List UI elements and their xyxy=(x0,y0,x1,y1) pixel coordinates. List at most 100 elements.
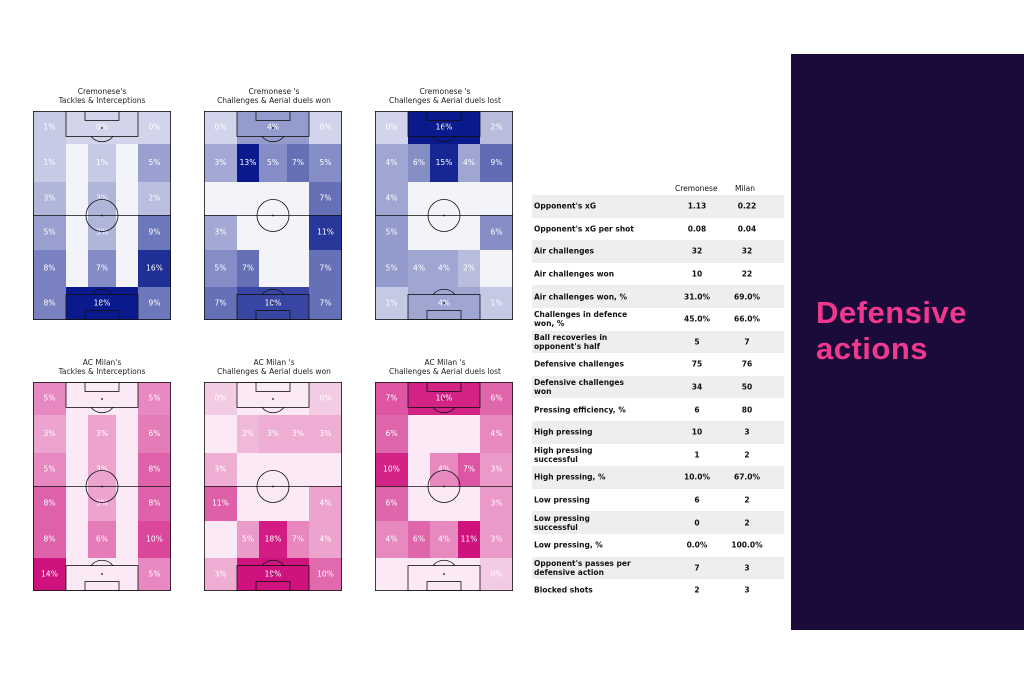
penalty-spot xyxy=(443,127,445,129)
stats-row-label: High pressing successful xyxy=(534,445,593,464)
stats-value-cremonese: 31.0% xyxy=(683,292,711,302)
heatmap-cell xyxy=(309,182,342,215)
heatmap-cell-label: 0% xyxy=(320,123,332,132)
heatmap-cell xyxy=(480,453,513,486)
center-spot xyxy=(272,214,274,217)
heatmap-cell-label: 14% xyxy=(41,570,58,579)
heatmap-cell-label: 4% xyxy=(386,535,398,544)
heatmap-cell xyxy=(138,287,171,320)
heatmap-cell-label: 7% xyxy=(320,264,332,273)
heatmap-cell xyxy=(480,558,513,591)
pitch-line xyxy=(432,136,456,143)
pitch-line xyxy=(85,470,119,503)
heatmap-cell-label: 6% xyxy=(491,394,503,403)
stats-value-milan: 66.0% xyxy=(733,314,761,324)
heatmap-cell xyxy=(138,558,171,591)
heatmap-cell xyxy=(138,144,171,182)
heatmap-cell xyxy=(309,521,342,558)
stats-value-cremonese: 1 xyxy=(694,450,700,460)
heatmap-cell-label: 3% xyxy=(215,465,227,474)
stats-row-label: Opponent's xG per shot xyxy=(534,224,634,234)
pitch-line xyxy=(261,288,285,295)
heatmap-cell xyxy=(309,111,342,144)
heatmap-cell xyxy=(204,144,237,182)
heatmap-cell xyxy=(138,453,171,486)
heatmap-cell xyxy=(375,453,408,486)
stats-row-label: Air challenges won xyxy=(534,269,615,279)
heatmap-cell xyxy=(480,382,513,415)
stats-value-milan: 2 xyxy=(744,518,750,528)
heatmap-cell xyxy=(33,415,66,453)
heatmap-cell-label: 3% xyxy=(44,429,56,438)
heatmap-cell xyxy=(375,182,408,215)
pitch-line xyxy=(426,310,462,321)
heatmap-pitch-cremonese-tackles: 1% 0% 0%1% 1% 5%3% 3% 2%5% 3% 9%8% 7% 16%8% 18% 9% xyxy=(33,111,171,321)
stats-row: High pressing successful 1 2 xyxy=(532,444,784,467)
stats-value-cremonese: 32 xyxy=(691,246,703,256)
pitch-title-milan-duels-won: AC Milan 's Challenges & Aerial duels won xyxy=(217,358,331,376)
heatmap-cell-label: 4% xyxy=(267,123,279,132)
pitch-line xyxy=(256,199,290,232)
stats-value-milan: 2 xyxy=(744,450,750,460)
heatmap-cell-label: 7% xyxy=(320,299,332,308)
heatmap-cell xyxy=(33,215,66,250)
heatmap-cell xyxy=(204,287,237,320)
heatmap-cell xyxy=(138,486,171,521)
heatmap-cell-label: 0% xyxy=(320,394,332,403)
heatmap-cell xyxy=(287,415,309,453)
heatmap-cell-label: 4% xyxy=(438,264,450,273)
pitch-line xyxy=(90,288,114,295)
heatmap-cell xyxy=(375,382,408,415)
heatmap-pitch-milan-duels-lost: 7% 10% 6% 6% 4% 10% 4% 7% 3% 6% 3% 4% 6% 4% 11% 3% 0% xyxy=(375,382,513,592)
heatmap-cell-label: 6% xyxy=(491,228,503,237)
pitch-line xyxy=(256,470,290,503)
stats-row: Low pressing successful 0 2 xyxy=(532,511,784,534)
pitch-line xyxy=(84,111,120,121)
stats-row: Low pressing 6 2 xyxy=(532,489,784,512)
heatmap-cell-label: 11% xyxy=(317,228,334,237)
stats-value-milan: 69.0% xyxy=(733,292,761,302)
heatmap-cell xyxy=(309,287,342,320)
pitch-line xyxy=(426,581,462,592)
heatmap-cell-label: 3% xyxy=(96,228,108,237)
heatmap-cell-label: 6% xyxy=(96,535,108,544)
heatmap-cell-label: 8% xyxy=(44,535,56,544)
pitch-line xyxy=(84,310,120,321)
stats-value-cremonese: 45.0% xyxy=(683,314,711,324)
stats-value-milan: 7 xyxy=(744,337,750,347)
pitch-line xyxy=(255,581,291,592)
heatmap-cell xyxy=(33,486,66,521)
heatmap-cell-label: 10% xyxy=(383,465,400,474)
pitch-line xyxy=(261,407,285,414)
stats-value-milan: 2 xyxy=(744,495,750,505)
heatmap-cell xyxy=(237,521,259,558)
heatmap-cell xyxy=(458,521,480,558)
heatmap-cell xyxy=(408,144,430,182)
stats-row-label: Low pressing, % xyxy=(534,540,603,550)
heatmap-cell-label: 6% xyxy=(386,429,398,438)
heatmap-cell xyxy=(204,558,237,591)
stats-value-milan: 80 xyxy=(741,405,753,415)
heatmap-cell xyxy=(375,144,408,182)
heatmap-cell-label: 0% xyxy=(386,123,398,132)
heatmap-cell xyxy=(309,250,342,287)
stats-row: Defensive challenges 75 76 xyxy=(532,353,784,376)
heatmap-cell xyxy=(259,521,287,558)
heatmap-cell-label: 3% xyxy=(215,228,227,237)
center-spot xyxy=(443,214,445,217)
heatmap-cell-label: 5% xyxy=(149,394,161,403)
heatmap-cell-label: 5% xyxy=(149,570,161,579)
heatmap-cell xyxy=(33,287,66,320)
stats-row-label: High pressing, % xyxy=(534,472,606,482)
heatmap-cell-label: 4% xyxy=(413,264,425,273)
heatmap-cell-label: 3% xyxy=(491,465,503,474)
heatmap-cell xyxy=(430,521,458,558)
heatmap-cell-label: 15% xyxy=(436,158,453,167)
stats-row: Opponent's xG 1.13 0.22 xyxy=(532,195,784,218)
heatmap-cell xyxy=(33,111,66,144)
stats-row-label: Defensive challenges won xyxy=(534,378,624,397)
pitch-title-cremonese-tackles: Cremonese's Tackles & Interceptions xyxy=(58,87,146,105)
stats-value-milan: 3 xyxy=(744,563,750,573)
pitch-line xyxy=(90,407,114,414)
heatmap-pitch-milan-duels-won: 0% 0%2% 3% 3% 3%3%11% 4%5% 18% 7% 4%3% 19% 10% xyxy=(204,382,342,592)
